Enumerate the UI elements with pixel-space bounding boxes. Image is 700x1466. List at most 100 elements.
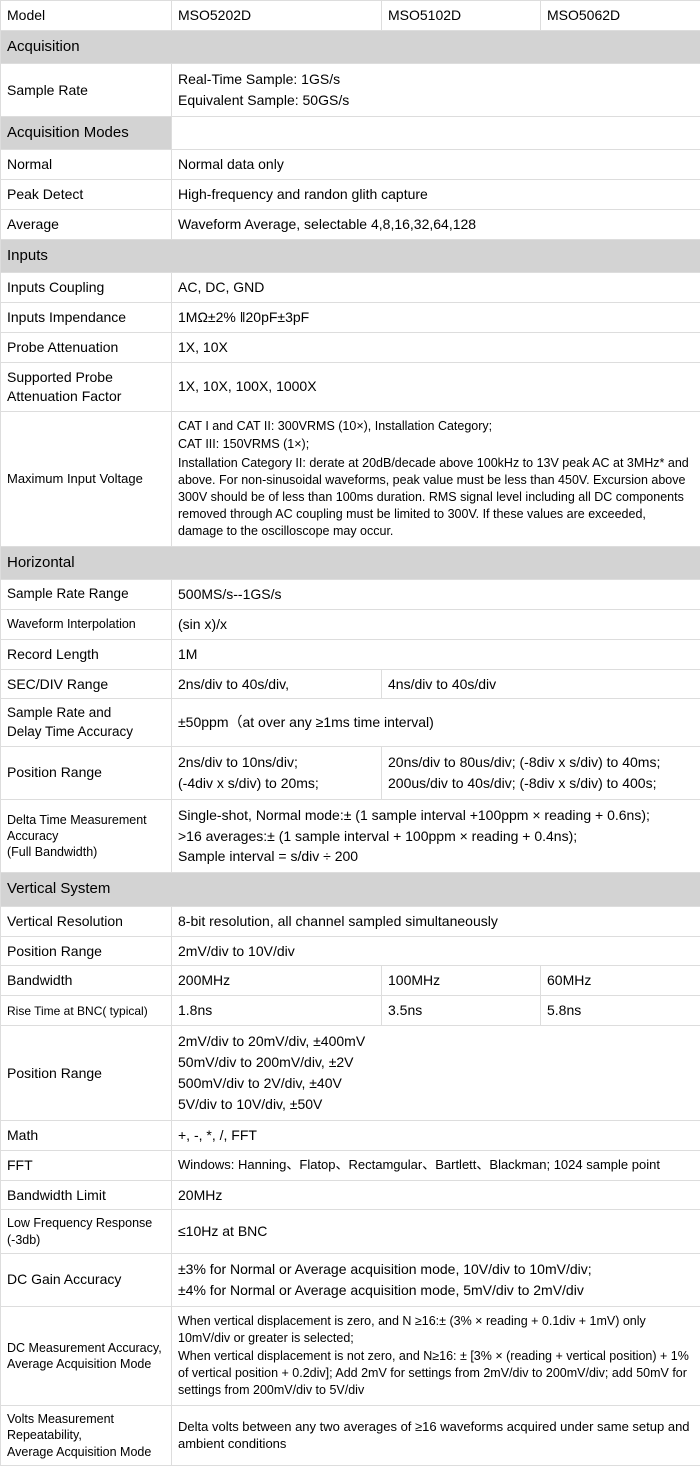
bandwidth-v1: 200MHz [172, 966, 382, 996]
record-length-label: Record Length [1, 639, 172, 669]
model-label: Model [1, 1, 172, 31]
max-voltage-line1: CAT I and CAT II: 300VRMS (10×), Install… [178, 417, 694, 436]
secdiv-label: SEC/DIV Range [1, 669, 172, 699]
volts-meas-label: Volts Measurement Repeatability, Average… [1, 1406, 172, 1466]
delta-time-label3: (Full Bandwidth) [7, 844, 165, 860]
probe-atten-value: 1X, 10X [172, 332, 700, 362]
supported-probe-label1: Supported Probe [7, 368, 165, 387]
max-voltage-label: Maximum Input Voltage [1, 411, 172, 546]
h-position-range-v2: 20ns/div to 80us/div; (-8div x s/div) to… [382, 746, 700, 799]
volts-meas-label1: Volts Measurement [7, 1411, 165, 1427]
secdiv-value2: 4ns/div to 40s/div [382, 669, 700, 699]
vposition2-l1: 2mV/div to 20mV/div, ±400mV [178, 1031, 694, 1052]
horizontal-header: Horizontal [1, 546, 700, 579]
bw-limit-label: Bandwidth Limit [1, 1180, 172, 1210]
peak-label: Peak Detect [1, 180, 172, 210]
low-freq-label: Low Frequency Response (-3db) [1, 1210, 172, 1254]
vposition2-l2: 50mV/div to 200mV/div, ±2V [178, 1052, 694, 1073]
delta-time-value: Single-shot, Normal mode:± (1 sample int… [172, 799, 700, 873]
impedance-value: 1MΩ±2% ‖20pF±3pF [172, 302, 700, 332]
dc-meas-label1: DC Measurement Accuracy, [7, 1340, 165, 1356]
supported-probe-value: 1X, 10X, 100X, 1000X [172, 362, 700, 411]
spec-table: Model MSO5202D MSO5102D MSO5062D Acquisi… [0, 0, 700, 1466]
bw-limit-value: 20MHz [172, 1180, 700, 1210]
model-1: MSO5202D [172, 1, 382, 31]
dc-meas-value: When vertical displacement is zero, and … [172, 1306, 700, 1405]
waveform-interp-value: (sin x)/x [172, 609, 700, 639]
waveform-interp-label: Waveform Interpolation [1, 609, 172, 639]
dc-gain-l2: ±4% for Normal or Average acquisition mo… [178, 1280, 694, 1301]
coupling-label: Inputs Coupling [1, 273, 172, 303]
dc-meas-l1: When vertical displacement is zero, and … [178, 1312, 694, 1348]
dc-meas-label: DC Measurement Accuracy, Average Acquisi… [1, 1306, 172, 1405]
sample-rate-label: Sample Rate [1, 64, 172, 117]
vposition2-label: Position Range [1, 1026, 172, 1121]
low-freq-value: ≤10Hz at BNC [172, 1210, 700, 1254]
rise-time-v3: 5.8ns [541, 996, 700, 1026]
volts-meas-label3: Average Acquisition Mode [7, 1444, 165, 1460]
h-pr-v1-l1: 2ns/div to 10ns/div; [178, 752, 375, 773]
acq-modes-blank [172, 116, 700, 149]
fft-value: Windows: Hanning、Flatop、Rectamgular、Bart… [172, 1150, 700, 1180]
vposition2-value: 2mV/div to 20mV/div, ±400mV 50mV/div to … [172, 1026, 700, 1121]
inputs-header: Inputs [1, 239, 700, 272]
bandwidth-v2: 100MHz [382, 966, 541, 996]
rate-delay-label2: Delay Time Accuracy [7, 723, 165, 741]
delta-time-l2: >16 averages:± (1 sample interval + 100p… [178, 826, 694, 847]
model-3: MSO5062D [541, 1, 700, 31]
vresolution-label: Vertical Resolution [1, 906, 172, 936]
record-length-value: 1M [172, 639, 700, 669]
acquisition-header: Acquisition [1, 30, 700, 63]
h-position-range-label: Position Range [1, 746, 172, 799]
rise-time-v1: 1.8ns [172, 996, 382, 1026]
sample-rate-range-label: Sample Rate Range [1, 579, 172, 609]
max-voltage-line2: CAT III: 150VRMS (1×); [178, 435, 694, 454]
vposition1-value: 2mV/div to 10V/div [172, 936, 700, 966]
delta-time-label: Delta Time Measurement Accuracy (Full Ba… [1, 799, 172, 873]
vresolution-value: 8-bit resolution, all channel sampled si… [172, 906, 700, 936]
volts-meas-label2: Repeatability, [7, 1427, 165, 1443]
h-pr-v2-l1: 20ns/div to 80us/div; (-8div x s/div) to… [388, 752, 694, 773]
bandwidth-v3: 60MHz [541, 966, 700, 996]
dc-gain-value: ±3% for Normal or Average acquisition mo… [172, 1253, 700, 1306]
h-position-range-v1: 2ns/div to 10ns/div; (-4div x s/div) to … [172, 746, 382, 799]
average-label: Average [1, 209, 172, 239]
sample-rate-line2: Equivalent Sample: 50GS/s [178, 90, 694, 111]
impedance-label: Inputs Impendance [1, 302, 172, 332]
h-pr-v1-l2: (-4div x s/div) to 20ms; [178, 773, 375, 794]
math-label: Math [1, 1120, 172, 1150]
delta-time-label2: Accuracy [7, 828, 165, 844]
acq-modes-header: Acquisition Modes [1, 116, 172, 149]
rise-time-label: Rise Time at BNC( typical) [1, 996, 172, 1026]
fft-label: FFT [1, 1150, 172, 1180]
normal-label: Normal [1, 150, 172, 180]
delta-time-l1: Single-shot, Normal mode:± (1 sample int… [178, 805, 694, 826]
rate-delay-value: ±50ppm（at over any ≥1ms time interval) [172, 699, 700, 746]
vposition2-l3: 500mV/div to 2V/div, ±40V [178, 1073, 694, 1094]
max-voltage-line3: Installation Category II: derate at 20dB… [178, 454, 694, 540]
delta-time-label1: Delta Time Measurement [7, 812, 165, 828]
secdiv-value1: 2ns/div to 40s/div, [172, 669, 382, 699]
vposition1-label: Position Range [1, 936, 172, 966]
bandwidth-label: Bandwidth [1, 966, 172, 996]
low-freq-label1: Low Frequency Response [7, 1215, 165, 1231]
rate-delay-label1: Sample Rate and [7, 704, 165, 722]
model-2: MSO5102D [382, 1, 541, 31]
volts-meas-value: Delta volts between any two averages of … [172, 1406, 700, 1466]
vertical-header: Vertical System [1, 873, 700, 906]
dc-gain-label: DC Gain Accuracy [1, 1253, 172, 1306]
supported-probe-label2: Attenuation Factor [7, 387, 165, 406]
average-value: Waveform Average, selectable 4,8,16,32,6… [172, 209, 700, 239]
rate-delay-label: Sample Rate and Delay Time Accuracy [1, 699, 172, 746]
normal-value: Normal data only [172, 150, 700, 180]
delta-time-l3: Sample interval = s/div ÷ 200 [178, 846, 694, 867]
sample-rate-line1: Real-Time Sample: 1GS/s [178, 69, 694, 90]
dc-gain-l1: ±3% for Normal or Average acquisition mo… [178, 1259, 694, 1280]
rise-time-v2: 3.5ns [382, 996, 541, 1026]
dc-meas-l2: When vertical displacement is not zero, … [178, 1347, 694, 1400]
coupling-value: AC, DC, GND [172, 273, 700, 303]
vposition2-l4: 5V/div to 10V/div, ±50V [178, 1094, 694, 1115]
probe-atten-label: Probe Attenuation [1, 332, 172, 362]
dc-meas-label2: Average Acquisition Mode [7, 1356, 165, 1372]
sample-rate-value: Real-Time Sample: 1GS/s Equivalent Sampl… [172, 64, 700, 117]
